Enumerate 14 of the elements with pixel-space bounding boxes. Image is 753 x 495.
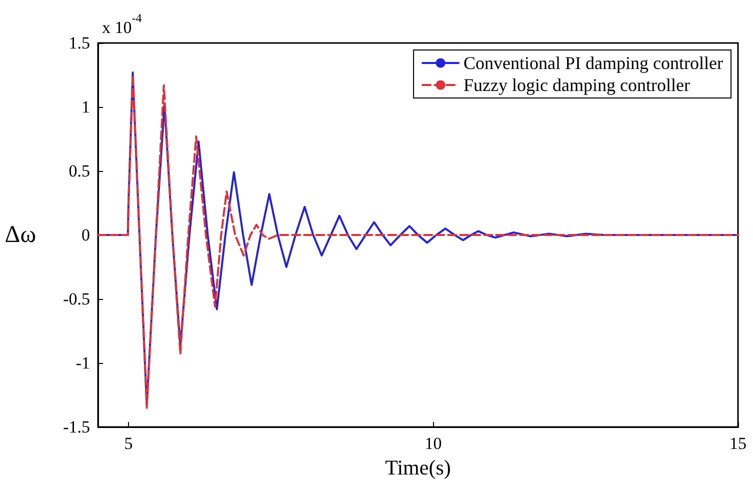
y-tick-label: 0 <box>82 226 90 244</box>
y-tick-label: 0.5 <box>68 162 90 180</box>
x-tick-label: 15 <box>730 434 746 453</box>
y-tick-label: -0.5 <box>63 290 90 308</box>
x-tick-label: 10 <box>424 434 442 453</box>
y-tick-label: 1 <box>82 98 90 116</box>
y-tick-label: 1.5 <box>68 34 90 52</box>
legend-label: Fuzzy logic damping controller <box>464 75 690 95</box>
x-tick-label: 5 <box>124 434 133 453</box>
y-axis-title: Δω <box>4 222 36 248</box>
y-tick-label: -1 <box>76 354 90 372</box>
legend-label: Conventional PI damping controller <box>464 53 724 73</box>
y-tick-label: -1.5 <box>63 418 90 436</box>
x-axis-title: Time(s) <box>385 455 451 480</box>
